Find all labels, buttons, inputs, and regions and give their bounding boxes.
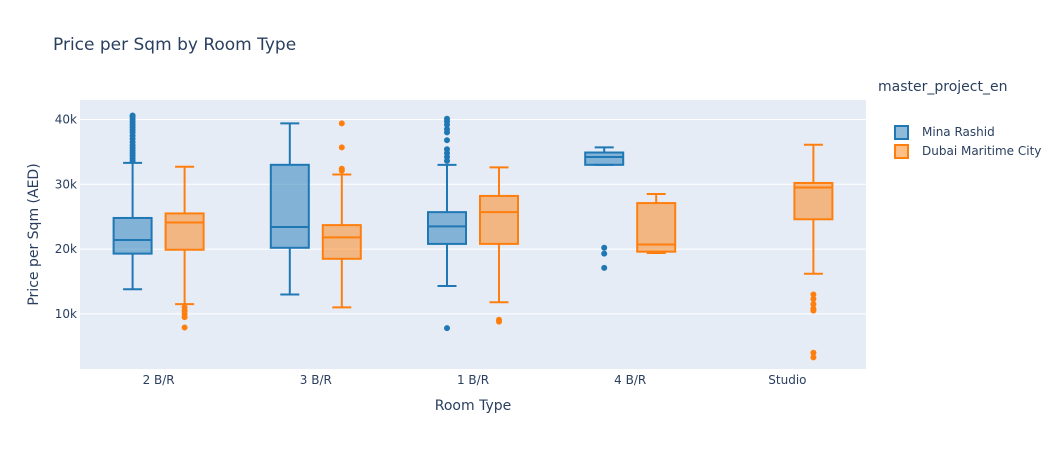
y-tick-label: 10k (55, 307, 77, 321)
outlier-point (444, 115, 450, 122)
outlier-point (810, 354, 817, 361)
y-axis-ticks: 10k 20k 30k 40k (55, 112, 77, 320)
legend-item-mina-rashid[interactable]: Mina Rashid (894, 125, 995, 140)
outlier-point (338, 165, 345, 172)
outlier-point (444, 325, 450, 332)
legend-swatch (894, 125, 909, 140)
box-mina-rashid-1-b-r (427, 115, 467, 332)
chart-title: Price per Sqm by Room Type (53, 35, 296, 55)
outlier-point (601, 250, 608, 257)
box-mina-rashid-3-b-r (269, 122, 310, 296)
outlier-point (601, 264, 608, 271)
x-tick-label: 4 B/R (614, 373, 646, 387)
outlier-point (181, 324, 188, 331)
x-axis-ticks: 2 B/R 3 B/R 1 B/R 4 B/R Studio (143, 373, 807, 387)
box-iqr (479, 194, 519, 245)
box-dubai-maritime-city-4-b-r (636, 192, 677, 254)
outlier-point (810, 305, 817, 312)
y-tick-label: 20k (55, 242, 77, 256)
legend-label: Dubai Maritime City (922, 144, 1041, 158)
y-tick-label: 40k (55, 112, 77, 126)
box-mina-rashid-4-b-r (584, 146, 625, 271)
box-dubai-maritime-city-1-b-r (479, 166, 519, 325)
box-dubai-maritime-city-3-b-r (321, 120, 362, 309)
outlier-point (338, 120, 345, 127)
outlier-point (181, 304, 188, 311)
x-tick-label: 2 B/R (143, 373, 175, 387)
legend-label: Mina Rashid (922, 125, 995, 139)
plot-area (80, 100, 866, 369)
outlier-point (810, 301, 817, 308)
x-axis-title: Room Type (435, 398, 511, 414)
outlier-point (444, 137, 450, 144)
y-tick-label: 30k (55, 177, 77, 191)
box-iqr (164, 212, 205, 251)
box-iqr (269, 163, 310, 249)
box-mina-rashid-2-b-r (112, 112, 153, 291)
box-iqr (584, 151, 625, 166)
outlier-point (444, 146, 450, 153)
box-iqr (793, 181, 834, 221)
grid-lines (80, 118, 866, 315)
legend-item-dubai-maritime-city[interactable]: Dubai Maritime City (894, 144, 1041, 159)
outlier-point (444, 126, 450, 133)
outlier-point (129, 112, 136, 119)
outlier-point (338, 144, 345, 151)
outlier-point (810, 349, 817, 356)
outlier-point (810, 295, 817, 302)
outlier-point (810, 291, 817, 298)
outlier-point (496, 316, 502, 323)
x-tick-label: 3 B/R (300, 373, 332, 387)
box-iqr (427, 211, 467, 245)
x-tick-label: Studio (768, 373, 806, 387)
legend-title: master_project_en (878, 79, 1007, 95)
x-tick-label: 1 B/R (457, 373, 489, 387)
box-iqr (321, 224, 362, 260)
outlier-point (601, 244, 608, 251)
box-dubai-maritime-city-studio (793, 143, 834, 361)
box-traces (112, 112, 834, 361)
box-iqr (112, 216, 153, 255)
legend: master_project_en Mina Rashid Dubai Marit… (878, 79, 1041, 159)
y-axis-title: Price per Sqm (AED) (26, 163, 42, 305)
legend-swatch (894, 144, 909, 159)
box-dubai-maritime-city-2-b-r (164, 165, 205, 331)
